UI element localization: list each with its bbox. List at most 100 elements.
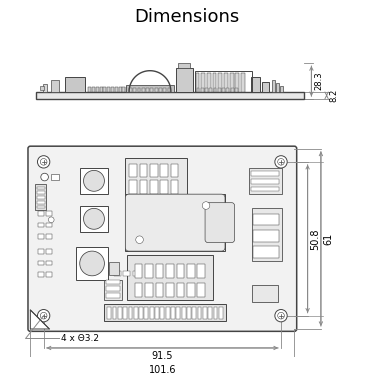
Bar [145,284,153,297]
Bar [207,73,211,92]
Bar [96,87,99,92]
Bar [203,307,207,320]
Bar [231,88,234,92]
Bar [38,223,44,227]
Bar [51,174,59,180]
Bar [176,68,193,92]
Bar [178,63,190,68]
FancyBboxPatch shape [205,202,234,243]
Bar [254,230,279,242]
Bar [254,246,279,258]
Circle shape [41,173,48,181]
Bar [111,87,114,92]
Bar [37,201,45,204]
Circle shape [278,312,284,319]
Bar [135,284,142,297]
Circle shape [48,217,54,223]
Bar [171,164,178,177]
Bar [76,247,108,280]
Bar [129,164,137,177]
Bar [252,209,282,261]
Bar [166,264,174,278]
Bar [51,80,59,92]
Bar [125,158,187,198]
Bar [201,73,205,92]
Circle shape [38,156,50,168]
Bar [46,234,52,239]
Bar [230,73,234,92]
Text: 28.3: 28.3 [314,72,323,90]
Bar [235,88,238,92]
Bar [114,271,120,276]
Bar [138,88,141,92]
Bar [195,71,252,92]
Text: 91.5: 91.5 [152,351,173,361]
Bar [208,307,212,320]
Bar [273,80,275,92]
Bar [115,87,118,92]
Bar [226,88,229,92]
Text: 61: 61 [324,232,334,245]
Bar [171,180,178,194]
Bar [37,206,45,209]
Bar [251,179,279,184]
Bar [160,164,168,177]
Bar [168,88,170,92]
Bar [129,180,137,194]
Bar [241,73,245,92]
Bar [214,307,217,320]
Bar [112,307,116,320]
Bar [104,280,122,300]
Bar [150,164,158,177]
Bar [159,88,162,92]
Bar [171,307,175,320]
Bar [251,186,279,191]
Bar [209,88,212,92]
Bar [177,264,184,278]
Bar [156,284,163,297]
Bar [118,87,122,92]
Circle shape [202,202,210,209]
Bar [125,194,225,251]
Bar [38,261,44,266]
Bar [38,234,44,239]
Bar [92,87,95,92]
Bar [134,307,138,320]
Bar [236,73,239,92]
Bar [254,214,279,225]
Bar [64,77,86,92]
Bar [213,73,216,92]
Bar [46,272,52,277]
Bar [155,88,158,92]
Bar [201,88,204,92]
Bar [36,92,304,99]
Bar [140,180,147,194]
Bar [196,73,200,92]
Circle shape [80,251,104,276]
Bar [123,307,127,320]
Bar [107,87,110,92]
Bar [46,249,52,254]
Bar [88,87,91,92]
Bar [160,307,164,320]
Bar [251,77,260,92]
Text: 8.2: 8.2 [330,89,339,102]
Bar [38,272,44,277]
Bar [46,223,52,227]
Bar [146,88,149,92]
Bar [140,164,147,177]
Bar [150,88,153,92]
Bar [222,88,225,92]
Bar [37,191,45,194]
Text: Dimensions: Dimensions [134,8,240,26]
FancyBboxPatch shape [125,194,225,251]
Bar [46,211,52,216]
Bar [145,264,153,278]
Bar [126,87,129,92]
Bar [142,88,145,92]
Bar [123,271,130,276]
Bar [46,261,52,266]
Circle shape [40,159,47,165]
Bar [104,87,106,92]
Bar [130,87,133,92]
